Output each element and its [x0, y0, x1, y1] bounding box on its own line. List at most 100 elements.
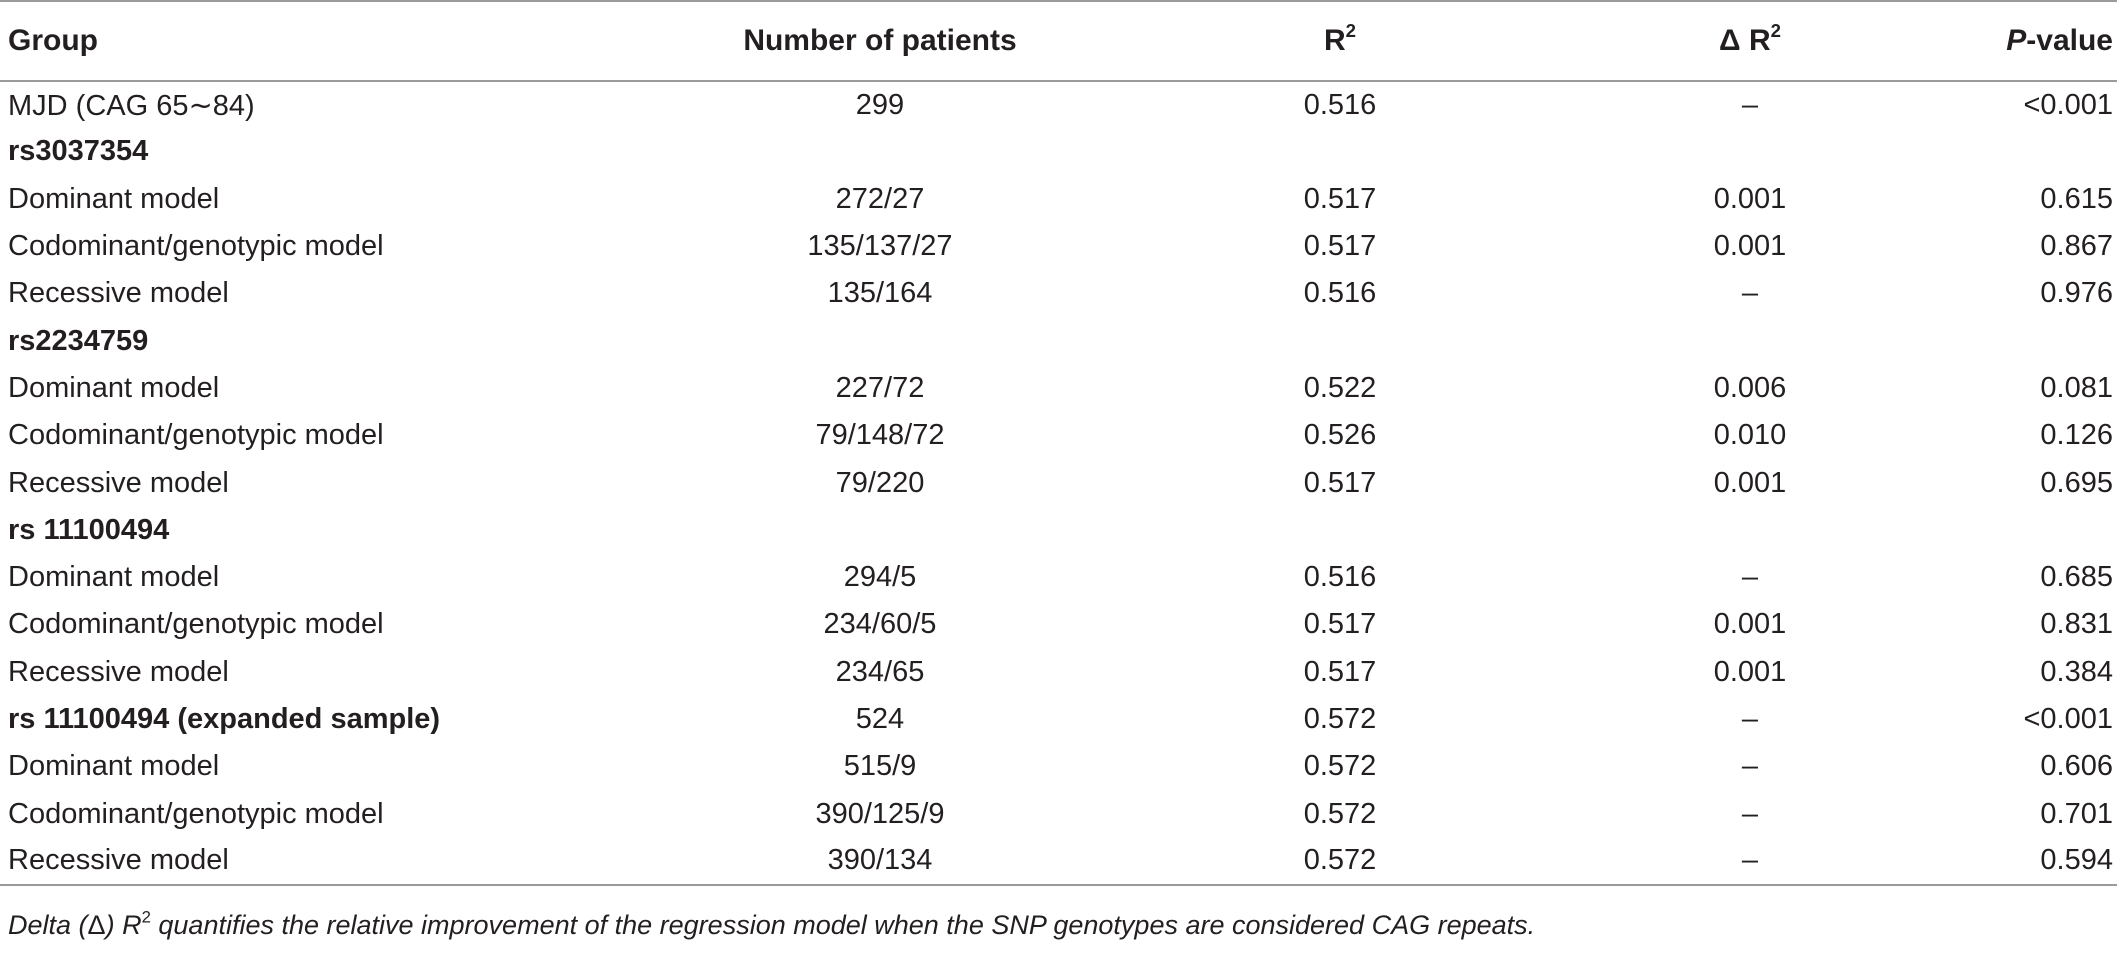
header-p-value: P-value: [1960, 0, 2117, 82]
cell-number-of-patients: [620, 317, 1140, 364]
cell-r2: 0.572: [1303, 750, 1377, 783]
table-row: Codominant/genotypic model 234/60/5 0.517 0…: [0, 601, 2117, 648]
cell-number-of-patients: 79/148/72: [815, 419, 945, 452]
cell-r2: [1140, 317, 1540, 364]
cell-number-of-patients: 515/9: [843, 750, 917, 783]
cell-group: rs2234759: [8, 324, 149, 357]
cell-r2: 0.517: [1303, 230, 1377, 263]
cell-r2: 0.517: [1303, 466, 1377, 499]
cell-p-value: [1960, 317, 2117, 364]
cell-r2: 0.572: [1140, 837, 1540, 887]
cell-r2: 0.517: [1303, 608, 1377, 641]
cell-group: Codominant/genotypic model: [8, 419, 384, 452]
cell-group: Recessive model: [8, 277, 229, 310]
cell-number-of-patients: 299: [855, 88, 905, 121]
table-row: Codominant/genotypic model 79/148/72 0.526…: [0, 412, 2117, 459]
cell-p-value: 0.594: [1960, 837, 2117, 887]
cell-p-value: 0.695: [2040, 466, 2113, 499]
cell-p-value: 0.126: [2040, 419, 2113, 452]
table-row: Dominant model 515/9 0.572 – 0.606: [0, 743, 2117, 790]
cell-number-of-patients: 79/220: [835, 466, 925, 499]
cell-number-of-patients: 390/125/9: [815, 797, 945, 830]
table-section-row: rs 11100494: [0, 507, 2117, 554]
cell-r2: 0.516: [1303, 277, 1377, 310]
cell-group: rs 11100494 (expanded sample): [8, 703, 441, 735]
cell-r2: 0.516: [1303, 88, 1377, 121]
table-section-row: rs3037354: [0, 128, 2117, 175]
table-row: Recessive model 390/134 0.572–0.594: [0, 837, 2117, 887]
table-row: Recessive model 135/164 0.516 – 0.976: [0, 270, 2117, 317]
header-r2: R2: [1140, 0, 1540, 82]
cell-group: Codominant/genotypic model: [8, 797, 384, 830]
regression-results-table: Group Number of patients R2 Δ R2 P-value…: [0, 0, 2117, 887]
cell-group: Dominant model: [8, 371, 220, 404]
table-row: MJD (CAG 65∼84) 299 0.516 – <0.001: [0, 81, 2117, 128]
cell-number-of-patients: 294/5: [843, 561, 917, 594]
cell-r2: 0.517: [1303, 182, 1377, 215]
table-footnote: Delta (Δ) R2 quantifies the relative imp…: [8, 907, 1536, 940]
cell-r2: 0.517: [1303, 655, 1377, 688]
table-header-row: Group Number of patients R2 Δ R2 P-value: [0, 0, 2117, 82]
cell-number-of-patients: 227/72: [835, 371, 925, 404]
cell-group: Codominant/genotypic model: [8, 230, 384, 263]
cell-number-of-patients: 272/27: [835, 182, 925, 215]
cell-group: rs 11100494: [8, 513, 170, 546]
cell-r2: 0.522: [1303, 371, 1377, 404]
cell-delta-r2: [1540, 317, 1960, 364]
cell-group: Codominant/genotypic model: [8, 608, 384, 641]
cell-number-of-patients: 135/164: [827, 277, 933, 310]
cell-p-value: <0.001: [2023, 703, 2113, 735]
table-row: Codominant/genotypic model 390/125/9 0.572…: [0, 790, 2117, 837]
cell-p-value: 0.081: [2040, 371, 2113, 404]
cell-number-of-patients: 234/65: [835, 655, 925, 688]
cell-p-value: <0.001: [2023, 88, 2113, 121]
cell-number-of-patients: [620, 128, 1140, 175]
cell-number-of-patients: [620, 507, 1140, 554]
cell-r2: 0.572: [1303, 797, 1377, 830]
cell-p-value: [1960, 128, 2117, 175]
cell-delta-r2: 0.001: [1713, 608, 1787, 641]
cell-p-value: 0.867: [2040, 230, 2113, 263]
cell-delta-r2: 0.001: [1713, 182, 1787, 215]
table-section-row: rs 11100494 (expanded sample) 524 0.572 – <0…: [0, 696, 2117, 743]
cell-delta-r2: –: [1741, 277, 1759, 310]
cell-p-value: 0.701: [2040, 797, 2113, 830]
table-row: Dominant model 227/72 0.522 0.006 0.081: [0, 365, 2117, 412]
cell-delta-r2: [1540, 507, 1960, 554]
table-row: Codominant/genotypic model 135/137/27 0.51…: [0, 223, 2117, 270]
cell-p-value: 0.615: [2040, 182, 2113, 215]
header-group: Group: [0, 0, 620, 82]
cell-group: rs3037354: [8, 135, 149, 168]
cell-p-value: 0.384: [2040, 655, 2113, 688]
cell-delta-r2: 0.001: [1713, 466, 1787, 499]
cell-group: MJD (CAG 65∼84): [8, 89, 255, 122]
cell-delta-r2: 0.006: [1713, 371, 1787, 404]
cell-number-of-patients: 390/134: [620, 837, 1140, 887]
table-row: Dominant model 294/5 0.516 – 0.685: [0, 554, 2117, 601]
delta-symbol: Δ: [87, 910, 106, 940]
cell-group: Dominant model: [8, 182, 220, 215]
table-row: Recessive model 79/220 0.517 0.001 0.695: [0, 459, 2117, 506]
table-row: Recessive model 234/65 0.517 0.001 0.384: [0, 649, 2117, 696]
cell-p-value: [1960, 507, 2117, 554]
cell-delta-r2: –: [1741, 750, 1759, 783]
cell-delta-r2: 0.001: [1713, 655, 1787, 688]
header-delta-r2: Δ R2: [1540, 0, 1960, 82]
results-table-container: Group Number of patients R2 Δ R2 P-value…: [0, 0, 2117, 887]
cell-r2: 0.516: [1303, 561, 1377, 594]
cell-group: Recessive model: [8, 655, 229, 688]
cell-r2: 0.572: [1303, 703, 1377, 735]
cell-delta-r2: –: [1741, 88, 1759, 121]
header-number-of-patients: Number of patients: [620, 0, 1140, 82]
cell-number-of-patients: 524: [855, 703, 905, 735]
cell-r2: [1140, 128, 1540, 175]
cell-delta-r2: [1540, 128, 1960, 175]
table-row: Dominant model 272/27 0.517 0.001 0.615: [0, 176, 2117, 223]
cell-number-of-patients: 234/60/5: [823, 608, 937, 641]
cell-group: Dominant model: [8, 561, 220, 594]
cell-p-value: 0.685: [2040, 561, 2113, 594]
cell-group: Dominant model: [8, 750, 220, 783]
cell-p-value: 0.976: [2040, 277, 2113, 310]
table-body: MJD (CAG 65∼84) 299 0.516 – <0.001 rs3037354 D…: [0, 81, 2117, 887]
cell-group: Recessive model: [8, 466, 229, 499]
